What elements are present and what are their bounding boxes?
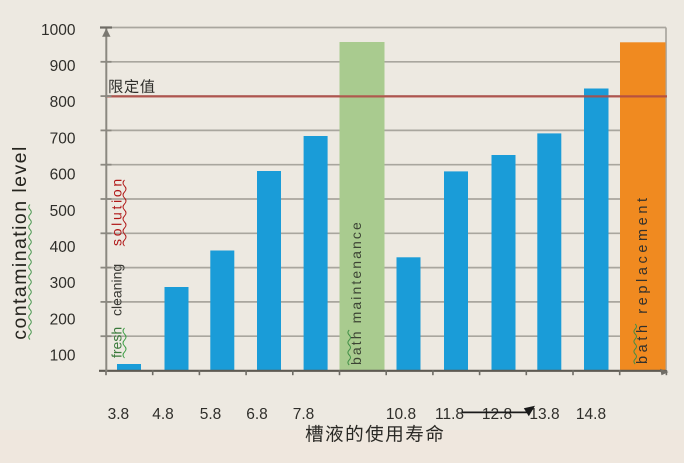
svg-text:300: 300 (50, 275, 76, 292)
svg-text:fresh: fresh (109, 327, 125, 358)
svg-text:500: 500 (50, 203, 76, 220)
svg-text:100: 100 (50, 348, 76, 365)
svg-text:200: 200 (50, 311, 76, 328)
svg-text:400: 400 (50, 239, 76, 256)
svg-text:700: 700 (50, 130, 76, 147)
svg-text:cleaning: cleaning (109, 264, 125, 316)
svg-text:900: 900 (50, 58, 76, 75)
svg-text:10.8: 10.8 (386, 406, 416, 423)
svg-text:bath maintenance: bath maintenance (348, 220, 364, 365)
svg-text:13.8: 13.8 (529, 406, 559, 423)
svg-text:6.8: 6.8 (246, 406, 268, 423)
svg-text:7.8: 7.8 (293, 406, 315, 423)
svg-text:1000: 1000 (41, 22, 76, 39)
svg-text:11.8: 11.8 (435, 406, 464, 423)
svg-text:3.8: 3.8 (108, 406, 130, 423)
svg-text:bath replacement: bath replacement (635, 194, 651, 364)
svg-text:5.8: 5.8 (200, 406, 222, 423)
svg-text:12.8: 12.8 (482, 406, 512, 423)
svg-text:800: 800 (50, 94, 76, 111)
svg-text:contamination level: contamination level (9, 145, 31, 339)
svg-text:solution: solution (109, 176, 125, 246)
svg-text:14.8: 14.8 (576, 406, 606, 423)
svg-text:4.8: 4.8 (152, 406, 174, 423)
svg-text:600: 600 (50, 167, 76, 184)
